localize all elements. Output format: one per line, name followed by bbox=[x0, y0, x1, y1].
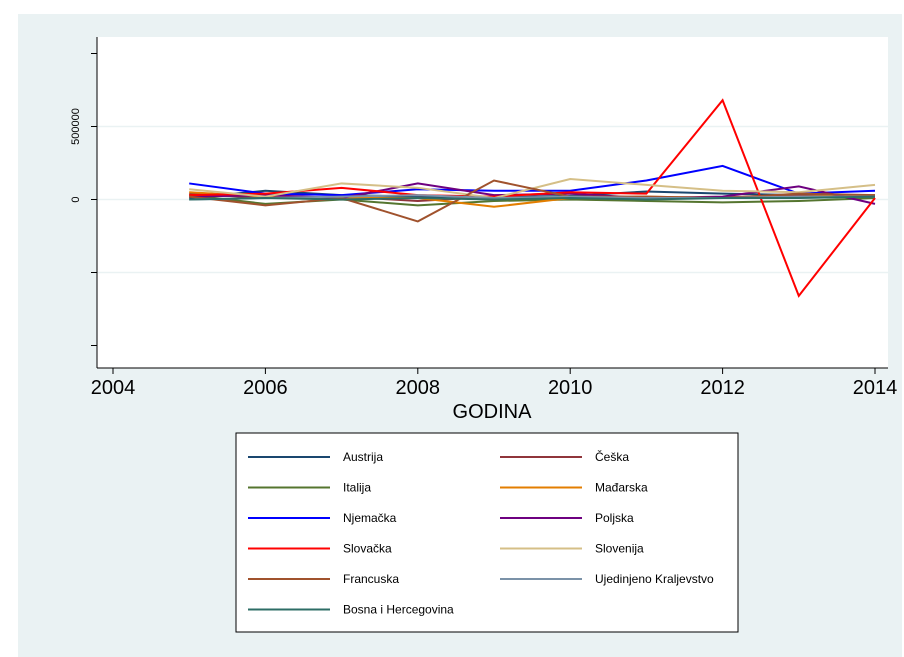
y-tick-label: 500000 bbox=[70, 108, 82, 145]
legend-label: Češka bbox=[595, 449, 629, 464]
legend-label: Slovenija bbox=[595, 542, 644, 556]
series-lines bbox=[189, 98, 876, 298]
y-ticks: 0 500000 bbox=[70, 53, 97, 346]
legend-label: Francuska bbox=[343, 572, 399, 586]
legend-label: Ujedinjeno Kraljevstvo bbox=[595, 572, 714, 586]
x-axis-label: GODINA bbox=[453, 401, 533, 423]
legend-label: Bosna i Hercegovina bbox=[343, 603, 454, 617]
legend: Austrija Češka Italija Mađarska Njemačka Polj… bbox=[235, 432, 739, 633]
x-tick-label: 2014 bbox=[853, 377, 898, 399]
x-ticks: 2004 2006 2008 2010 2012 2014 bbox=[91, 368, 898, 399]
x-tick-label: 2010 bbox=[548, 377, 593, 399]
legend-label: Njemačka bbox=[343, 511, 397, 525]
x-tick-label: 2006 bbox=[243, 377, 288, 399]
legend-label: Austrija bbox=[343, 450, 383, 464]
legend-label: Italija bbox=[343, 481, 371, 495]
x-tick-label: 2004 bbox=[91, 377, 136, 399]
legend-label: Slovačka bbox=[343, 542, 392, 556]
y-tick-label: 0 bbox=[70, 196, 82, 202]
legend-box bbox=[235, 432, 739, 633]
series-line-11 bbox=[189, 195, 876, 201]
x-tick-label: 2008 bbox=[396, 377, 441, 399]
legend-label: Poljska bbox=[595, 511, 634, 525]
legend-entries: Austrija Češka Italija Mađarska Njemačka Polj… bbox=[248, 449, 714, 617]
x-tick-label: 2012 bbox=[700, 377, 745, 399]
legend-label: Mađarska bbox=[595, 481, 648, 495]
series-line-9 bbox=[189, 179, 876, 223]
series-line-5 bbox=[189, 164, 876, 197]
axes bbox=[96, 37, 888, 369]
